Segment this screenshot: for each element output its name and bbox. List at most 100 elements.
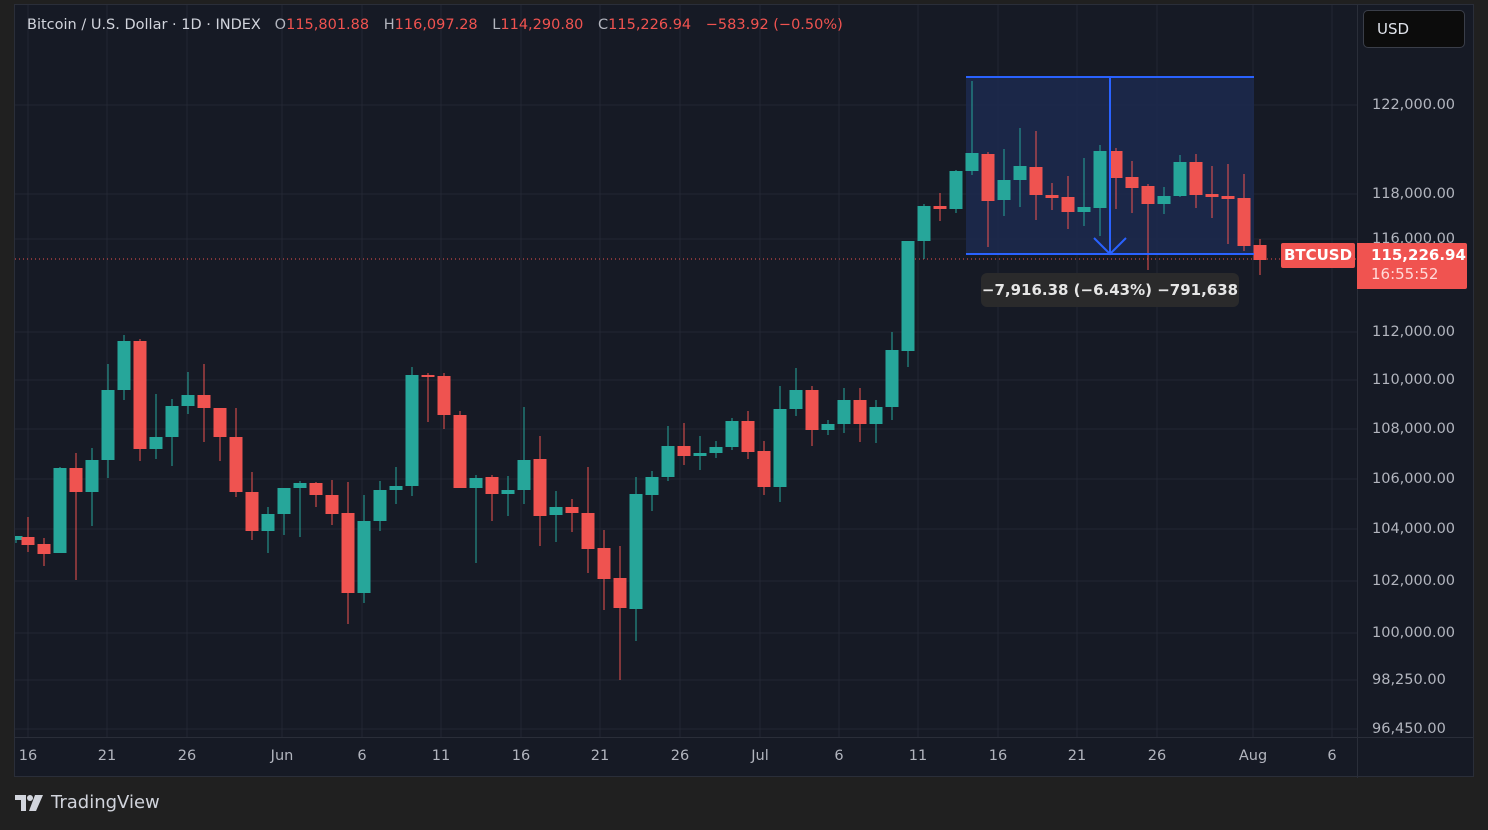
candle-up (885, 350, 899, 407)
candle-down (581, 513, 595, 549)
candle-down (133, 341, 147, 449)
measure-arrow-down-icon (1093, 237, 1127, 256)
candle-up (277, 488, 291, 514)
candle-down (1205, 194, 1219, 197)
candle-down (21, 537, 35, 545)
candle-down (933, 206, 947, 209)
candle-down (1125, 177, 1139, 188)
candle-up (709, 447, 723, 453)
price-tick-label: 108,000.00 (1372, 421, 1456, 437)
open-label: O (274, 17, 287, 33)
candle-up (869, 407, 883, 424)
high-value: 116,097.28 (394, 17, 478, 33)
candle-down (805, 390, 819, 430)
candle-up (357, 521, 371, 593)
time-axis[interactable]: 16 21 26 Jun 6 11 16 21 26 Jul 6 11 16 21 26 Aug 6 (15, 737, 1357, 778)
candle-down (533, 459, 547, 516)
tradingview-logo-icon (15, 794, 43, 811)
candle-down (485, 477, 499, 494)
candle-up (693, 453, 707, 456)
candle-down (565, 507, 579, 513)
tradingview-brand[interactable]: TradingView (15, 792, 160, 813)
candle-up (501, 490, 515, 494)
currency-button[interactable]: USD (1363, 10, 1465, 48)
price-tick-label: 96,450.00 (1372, 721, 1446, 737)
chart-frame: Bitcoin / U.S. Dollar · 1D · INDEX O115,… (14, 4, 1474, 778)
time-tick-label: 21 (590, 748, 610, 764)
time-tick-label: 6 (357, 748, 367, 764)
candle-up (1013, 166, 1027, 180)
candle-up (469, 478, 483, 488)
candle-down (1029, 167, 1043, 195)
candle-down (309, 483, 323, 495)
price-tick-label: 100,000.00 (1372, 625, 1456, 641)
candle-up (165, 406, 179, 437)
price-tick-label: 98,250.00 (1372, 672, 1446, 688)
candle-up (101, 390, 115, 460)
candle-down (613, 578, 627, 608)
candle-down (213, 408, 227, 437)
chart-plot-area[interactable]: Bitcoin / U.S. Dollar · 1D · INDEX O115,… (15, 5, 1357, 737)
time-tick-label: 16 (511, 748, 531, 764)
bar-countdown: 16:55:52 (1371, 265, 1439, 283)
candle-up (389, 486, 403, 490)
candle-up (645, 477, 659, 495)
price-axis[interactable]: 122,000.00 118,000.00 116,000.00 112,000.00… (1357, 5, 1474, 737)
price-tick-label: 104,000.00 (1372, 521, 1456, 537)
symbol-price-tag: BTCUSD (1281, 243, 1355, 268)
candle-up (725, 421, 739, 447)
close-label: C (598, 17, 609, 33)
candle-up (789, 390, 803, 409)
candle-down (1061, 197, 1075, 212)
symbol-description[interactable]: Bitcoin / U.S. Dollar · 1D · INDEX (27, 17, 261, 33)
high-label: H (383, 17, 395, 33)
candle-up (261, 514, 275, 531)
open-value: 115,801.88 (286, 17, 370, 33)
candlestick-chart[interactable] (15, 5, 1357, 737)
time-tick-label: 26 (177, 748, 197, 764)
last-price-value: 115,226.94 (1371, 246, 1466, 264)
candle-down (1221, 196, 1235, 199)
candle-up (405, 375, 419, 486)
candle-up (549, 507, 563, 515)
candle-down (421, 375, 435, 377)
candle-up (901, 241, 915, 351)
candle-down (677, 446, 691, 456)
candle-down (245, 492, 259, 531)
candle-down (981, 154, 995, 201)
time-tick-label: 21 (1067, 748, 1087, 764)
price-tick-label: 110,000.00 (1372, 372, 1456, 388)
candle-down (453, 415, 467, 488)
candle-up (965, 153, 979, 171)
time-tick-label: 6 (834, 748, 844, 764)
candle-down (325, 495, 339, 514)
candle-up (1093, 151, 1107, 208)
candle-up (15, 536, 23, 540)
price-tick-label: 122,000.00 (1372, 97, 1456, 113)
time-tick-label: 21 (97, 748, 117, 764)
time-tick-label: 16 (18, 748, 38, 764)
candle-up (293, 483, 307, 488)
price-tick-label: 102,000.00 (1372, 573, 1456, 589)
candle-up (117, 341, 131, 390)
candle-up (1157, 196, 1171, 204)
candle-down (229, 437, 243, 492)
last-price-label: 115,226.94 16:55:52 (1357, 243, 1467, 289)
candle-up (1077, 207, 1091, 212)
price-tick-label: 118,000.00 (1372, 186, 1456, 202)
candle-down (1253, 245, 1267, 260)
candle-down (1237, 198, 1251, 246)
candle-down (853, 400, 867, 424)
time-tick-label: 11 (908, 748, 928, 764)
time-tick-label: 6 (1327, 748, 1337, 764)
time-tick-label: Jul (751, 748, 769, 764)
axis-corner (1357, 737, 1474, 778)
candle-down (437, 376, 451, 415)
price-tick-label: 106,000.00 (1372, 471, 1456, 487)
change-value: −583.92 (−0.50%) (705, 17, 843, 33)
close-value: 115,226.94 (608, 17, 692, 33)
candle-down (341, 513, 355, 593)
candle-down (1045, 195, 1059, 198)
candle-down (1141, 186, 1155, 204)
candle-down (1189, 162, 1203, 195)
